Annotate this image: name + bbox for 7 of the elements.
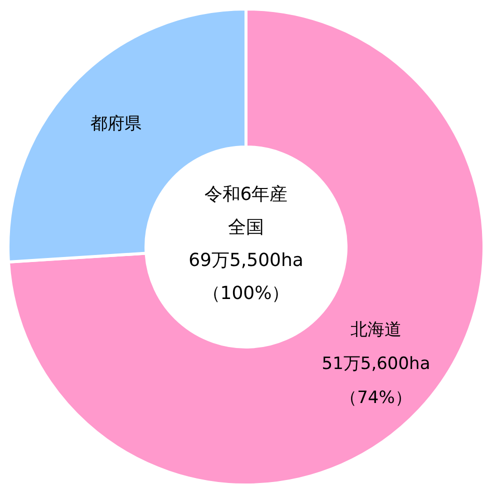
text: 令和6年産 [204,184,288,205]
slice-label: 北海道 [350,320,402,340]
text: 全国 [228,217,264,238]
slice-label: 都府県 [90,114,142,134]
text: （100%） [202,283,290,304]
data-label: 51万5,600ha （74%） [322,354,430,408]
text: 69万5,500ha [188,250,304,271]
